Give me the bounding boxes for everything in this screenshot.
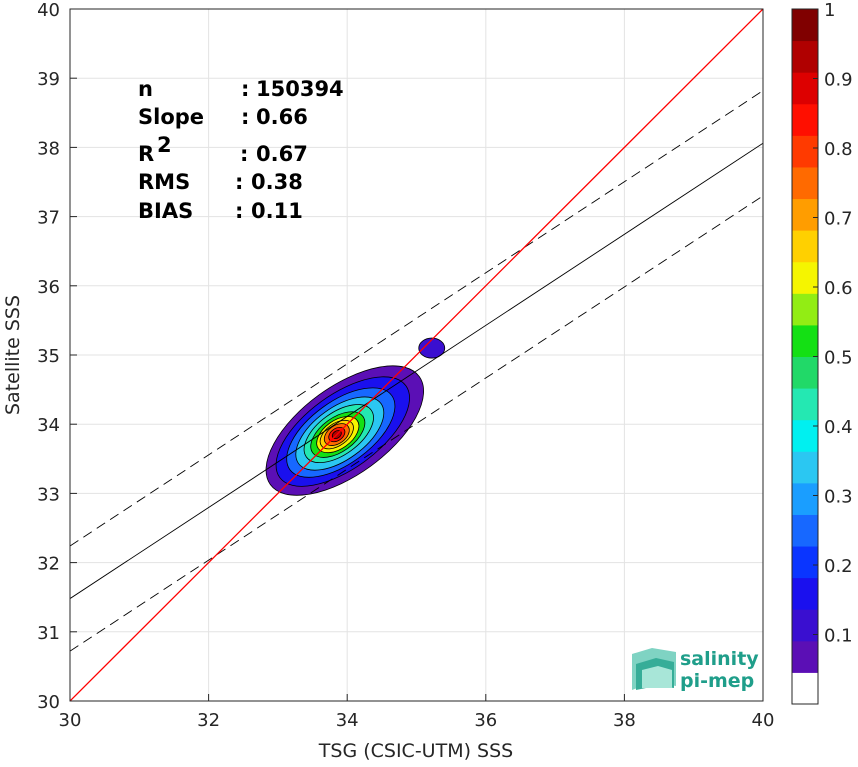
y-tick-label: 34 xyxy=(37,415,60,436)
reference-lines xyxy=(70,9,763,701)
y-tick-label: 35 xyxy=(37,346,60,367)
y-tick-label: 36 xyxy=(37,277,60,298)
x-tick-label: 32 xyxy=(197,710,220,731)
colorbar-segment xyxy=(792,577,818,610)
colorbar-segment xyxy=(792,166,818,200)
y-tick-label: 39 xyxy=(37,69,60,90)
colorbar-tick-label: 0.4 xyxy=(824,417,853,438)
lower-bound-line xyxy=(70,195,763,652)
stat-label: RMS xyxy=(138,170,190,194)
grid-lines xyxy=(69,8,764,702)
colorbar-tick-label: 0.6 xyxy=(824,278,853,299)
x-tick-label: 34 xyxy=(336,710,359,731)
colorbar-tick-label: 0.9 xyxy=(824,70,853,91)
stat-label: BIAS xyxy=(138,199,193,223)
stat-value: 0.67 xyxy=(256,142,308,166)
stat-separator: : xyxy=(235,170,243,194)
y-tick-label: 30 xyxy=(37,692,60,713)
colorbar-segment xyxy=(792,514,818,547)
colorbar-tick-label: 0.7 xyxy=(824,209,853,230)
stat-separator: : xyxy=(241,105,249,129)
colorbar-segment xyxy=(792,324,818,357)
stat-label-superscript: 2 xyxy=(157,133,172,157)
stat-label: n xyxy=(138,77,153,101)
y-tick-label: 31 xyxy=(37,623,60,644)
colorbar-segment xyxy=(792,419,818,452)
stat-value: 150394 xyxy=(256,77,344,101)
colorbar-segment xyxy=(792,72,818,105)
y-tick-label: 40 xyxy=(37,0,60,21)
y-tick-label: 37 xyxy=(37,208,60,229)
stat-separator: : xyxy=(241,77,249,101)
colorbar-segment xyxy=(792,609,818,642)
stat-label: R xyxy=(138,142,154,166)
stat-separator: : xyxy=(240,142,248,166)
salinity-pimep-logo: salinity pi-mep xyxy=(632,648,759,692)
colorbar-segment xyxy=(792,546,818,579)
upper-bound-line xyxy=(70,90,763,547)
x-tick-label: 38 xyxy=(613,710,636,731)
colorbar-segment xyxy=(792,261,818,294)
colorbar-segment xyxy=(792,388,818,421)
colorbar: 0.1 0.2 0.3 0.4 0.5 0.6 0.7 0.8 0.9 1 xyxy=(791,0,853,705)
colorbar-segment xyxy=(792,9,818,42)
density-contours xyxy=(265,337,446,496)
logo-waves-back-icon xyxy=(642,666,672,688)
colorbar-segment xyxy=(792,135,818,168)
stat-value: 0.11 xyxy=(251,199,303,223)
secondary-density-blob xyxy=(418,337,446,359)
colorbar-segment xyxy=(792,40,818,73)
colorbar-segment xyxy=(792,103,818,136)
colorbar-segment xyxy=(792,451,818,484)
colorbar-segment xyxy=(792,356,818,389)
y-tick-label: 33 xyxy=(37,484,60,505)
identity-line xyxy=(70,9,763,701)
colorbar-segment xyxy=(792,640,818,673)
colorbar-tick-label: 1 xyxy=(824,0,835,21)
y-axis-label: Satellite SSS xyxy=(2,295,24,415)
colorbar-segment xyxy=(792,672,818,705)
logo-line1: salinity xyxy=(680,648,759,670)
x-axis-ticks: 30 32 34 36 38 40 xyxy=(59,694,775,731)
stat-value: 0.38 xyxy=(251,170,303,194)
colorbar-tick-label: 0.2 xyxy=(824,556,853,577)
stat-value: 0.66 xyxy=(256,105,308,129)
colorbar-tick-label: 0.5 xyxy=(824,348,853,369)
x-axis-label: TSG (CSIC-UTM) SSS xyxy=(318,740,513,762)
colorbar-segment xyxy=(792,293,818,326)
stat-separator: : xyxy=(235,199,243,223)
regression-line xyxy=(70,142,763,599)
colorbar-tick-label: 0.1 xyxy=(824,626,853,647)
colorbar-tick-label: 0.3 xyxy=(824,487,853,508)
logo-line2: pi-mep xyxy=(680,670,754,692)
colorbar-segment xyxy=(792,198,818,231)
colorbar-segment xyxy=(792,482,818,515)
y-tick-label: 38 xyxy=(37,138,60,159)
y-axis-ticks: 30 31 32 33 34 35 36 37 38 39 40 xyxy=(37,0,77,713)
y-tick-label: 32 xyxy=(37,554,60,575)
x-tick-label: 30 xyxy=(59,710,82,731)
colorbar-segment xyxy=(792,230,818,263)
stat-label: Slope xyxy=(138,105,204,129)
colorbar-tick-label: 0.8 xyxy=(824,139,853,160)
x-tick-label: 36 xyxy=(474,710,497,731)
x-tick-label: 40 xyxy=(752,710,775,731)
